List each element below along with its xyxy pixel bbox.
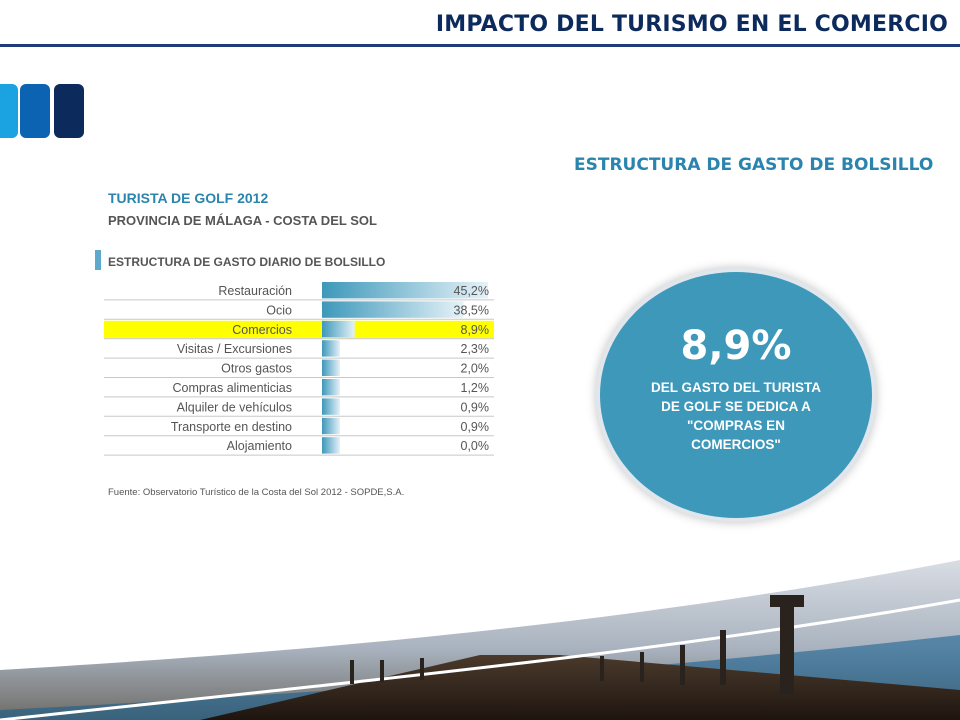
callout-circle [596, 268, 876, 522]
wave-highlight [0, 598, 960, 720]
callout-text: DEL GASTO DEL TURISTA DE GOLF SE DEDICA … [650, 380, 821, 452]
chart-source: Fuente: Observatorio Turístico de la Cos… [108, 487, 405, 498]
category-label: Ocio [266, 303, 292, 317]
category-label: Alojamiento [227, 439, 292, 453]
value-label: 2,3% [461, 342, 490, 356]
bar [322, 417, 340, 435]
category-label: Transporte en destino [171, 420, 292, 434]
category-label: Otros gastos [221, 362, 292, 376]
value-label: 38,5% [454, 303, 489, 317]
pier-deck [200, 655, 960, 720]
bar [322, 437, 340, 454]
chart-title: TURISTA DE GOLF 2012 [108, 190, 269, 206]
lamp-posts [350, 595, 804, 695]
chart-subtitle: PROVINCIA DE MÁLAGA - COSTA DEL SOL [108, 213, 377, 228]
bar [322, 320, 355, 338]
page-title: IMPACTO DEL TURISMO EN EL COMERCIO [435, 12, 948, 37]
category-label: Compras alimenticias [173, 381, 292, 395]
bar [322, 282, 488, 299]
pier-photo-banner [0, 560, 960, 720]
bar [322, 359, 340, 376]
logo-block-medium [20, 84, 50, 138]
chart-heading: ESTRUCTURA DE GASTO DIARIO DE BOLSILLO [108, 255, 386, 269]
value-label: 8,9% [461, 323, 490, 337]
category-label: Alquiler de vehículos [177, 400, 292, 414]
value-label: 0,9% [461, 400, 490, 414]
value-label: 0,9% [461, 420, 490, 434]
logo-block-light [0, 84, 18, 138]
bar [322, 398, 340, 415]
heading-marker [95, 250, 101, 270]
highlight-row [104, 320, 494, 339]
logo-block-dark [54, 84, 84, 138]
value-label: 1,2% [461, 381, 490, 395]
callout-value: 8,9% [680, 323, 792, 369]
section-title: ESTRUCTURA DE GASTO DE BOLSILLO [574, 155, 934, 175]
value-label: 0,0% [461, 439, 490, 453]
category-label: Restauración [218, 284, 292, 298]
bar-chart: Restauración 45,2% Ocio 38,5% Comercios 8,9% V… [104, 282, 494, 456]
value-label: 45,2% [454, 284, 489, 298]
bar [322, 340, 340, 357]
category-label: Visitas / Excursiones [177, 342, 292, 356]
bar [322, 379, 340, 396]
header-divider [0, 44, 960, 47]
value-label: 2,0% [461, 362, 490, 376]
category-label: Comercios [232, 323, 292, 337]
bar [322, 301, 464, 318]
